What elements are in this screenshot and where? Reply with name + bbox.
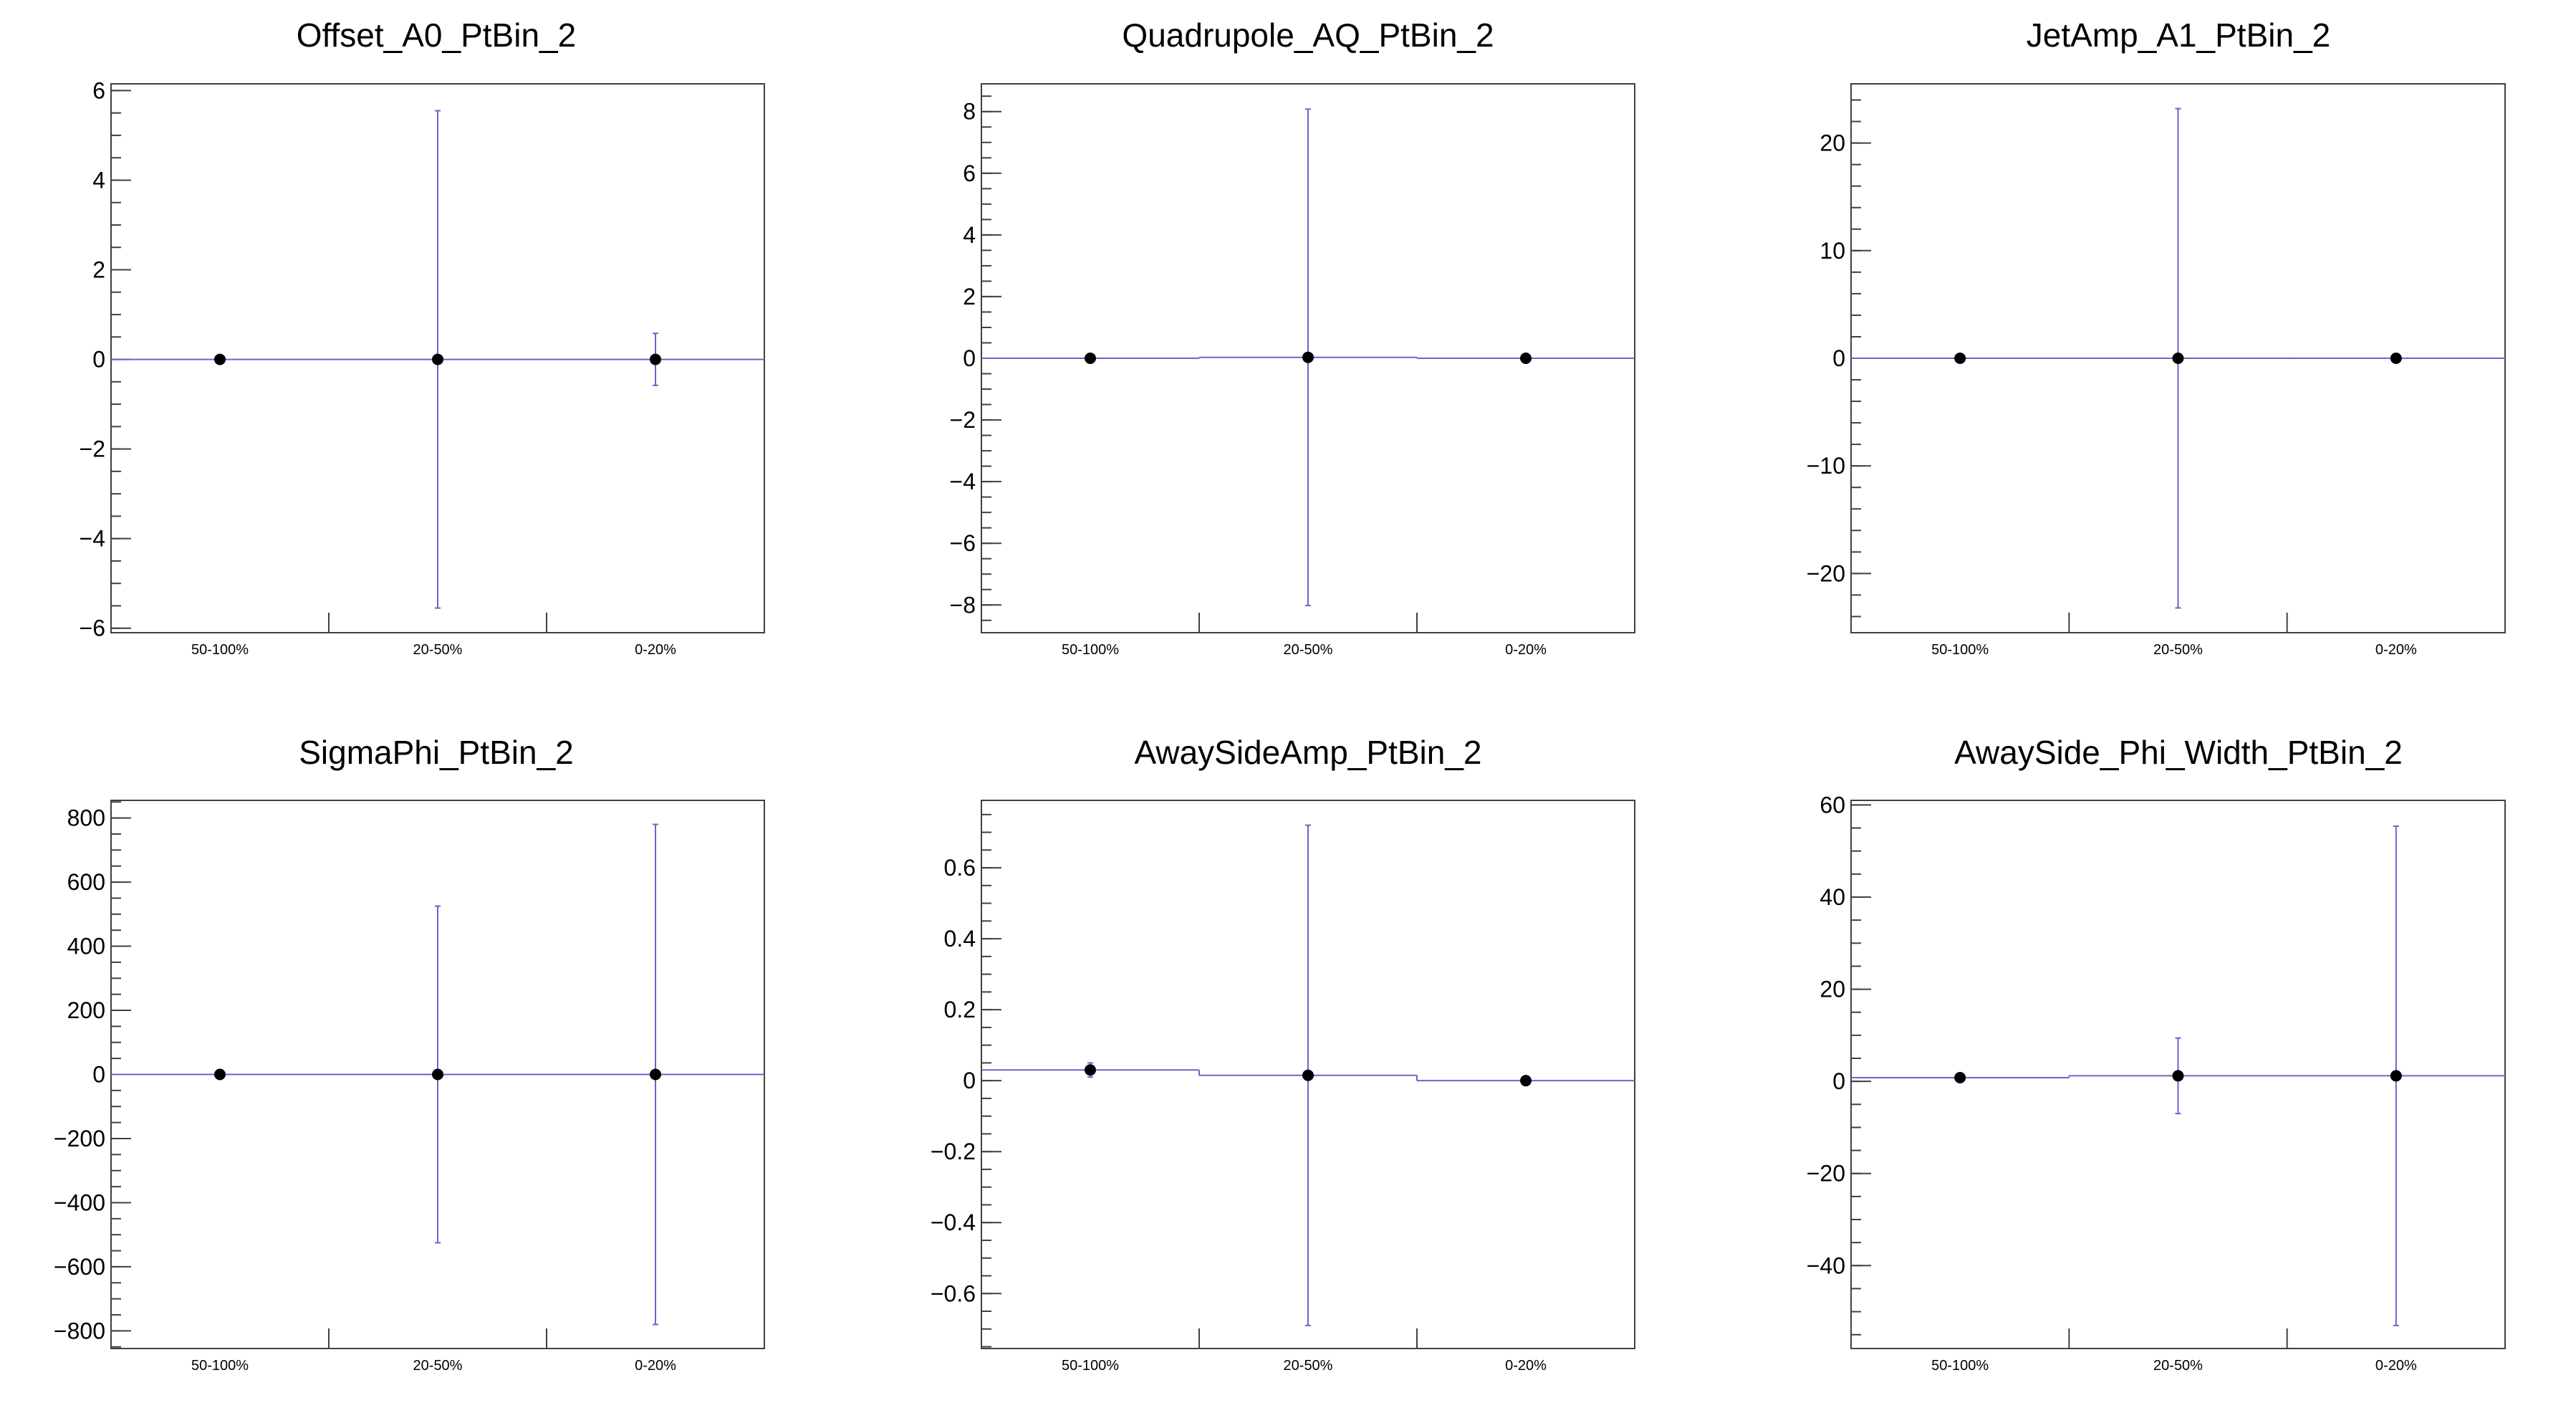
y-tick-label: 4: [92, 167, 105, 193]
y-tick-label: 0.6: [944, 855, 976, 881]
plot-frame: [110, 83, 765, 633]
y-tick-label: 20: [1820, 977, 1845, 1002]
y-tick-label: −6: [80, 616, 105, 641]
chart-panel-3: JetAmp_A1_PtBin_2 −20 −10 0 10 20 50-100% 20-50…: [1807, 16, 2506, 658]
data-point: [1954, 353, 1966, 364]
chart-title: Offset_A0_PtBin_2: [297, 16, 576, 54]
data-point: [432, 1068, 443, 1081]
data-point: [1302, 1069, 1314, 1081]
data-point: [214, 1068, 226, 1081]
x-category-label: 20-50%: [1284, 642, 1333, 658]
y-tick-label: 0: [92, 347, 105, 373]
y-tick-label: 800: [67, 805, 105, 831]
y-tick-label: −600: [54, 1254, 105, 1280]
x-category-label: 50-100%: [1931, 642, 1989, 658]
y-tick-label: −800: [54, 1318, 105, 1343]
x-category-label: 20-50%: [413, 642, 463, 658]
y-tick-label: −20: [1807, 1161, 1845, 1187]
data-point: [650, 1068, 661, 1081]
y-tick-label: −2: [950, 407, 976, 433]
x-category-label: 20-50%: [2153, 1358, 2203, 1374]
y-tick-label: 200: [67, 997, 105, 1023]
data-point: [214, 353, 226, 365]
data-point: [1520, 353, 1532, 364]
y-tick-label: 600: [67, 869, 105, 895]
y-tick-label: 60: [1820, 792, 1845, 818]
y-tick-label: 20: [1820, 130, 1845, 156]
y-tick-label: −8: [950, 592, 976, 618]
x-category-label: 50-100%: [1931, 1358, 1989, 1374]
y-tick-label: 4: [963, 222, 976, 248]
y-tick-label: −2: [80, 436, 105, 462]
y-tick-label: −4: [950, 469, 976, 494]
x-category-label: 50-100%: [191, 1358, 249, 1374]
data-point: [1085, 1064, 1096, 1076]
y-tick-label: −400: [54, 1189, 105, 1215]
x-category-label: 0-20%: [2375, 1358, 2417, 1374]
x-category-label: 20-50%: [413, 1358, 463, 1374]
y-tick-label: 40: [1820, 884, 1845, 910]
chart-title: SigmaPhi_PtBin_2: [299, 734, 574, 771]
x-category-label: 20-50%: [2153, 642, 2203, 658]
data-point: [2172, 353, 2184, 364]
y-tick-label: −4: [80, 526, 105, 552]
data-point: [1954, 1072, 1966, 1083]
y-tick-label: 0.2: [944, 997, 976, 1022]
y-tick-label: −10: [1807, 453, 1845, 479]
y-tick-label: 2: [963, 284, 976, 310]
y-tick-label: −0.6: [931, 1280, 976, 1306]
y-tick-label: −0.4: [931, 1210, 976, 1235]
plot-frame: [1850, 800, 2506, 1349]
data-point: [432, 353, 443, 365]
x-category-label: 0-20%: [635, 1358, 676, 1374]
x-category-label: 0-20%: [635, 642, 676, 658]
chart-panel-6: AwaySide_Phi_Width_PtBin_2 −40 −20 0 20 40 60 5…: [1807, 734, 2506, 1374]
data-point: [1085, 353, 1096, 364]
y-tick-label: 2: [92, 257, 105, 283]
y-tick-label: 400: [67, 934, 105, 959]
chart-title: AwaySideAmp_PtBin_2: [1135, 734, 1482, 771]
y-tick-label: 6: [963, 161, 976, 186]
data-point: [2390, 353, 2402, 364]
chart-title: AwaySide_Phi_Width_PtBin_2: [1954, 734, 2403, 771]
data-point: [2172, 1070, 2184, 1082]
x-category-label: 50-100%: [191, 642, 249, 658]
y-tick-label: 0: [963, 345, 976, 371]
chart-title: JetAmp_A1_PtBin_2: [2027, 16, 2331, 54]
chart-title: Quadrupole_AQ_PtBin_2: [1122, 16, 1494, 54]
y-tick-label: −20: [1807, 560, 1845, 586]
plot-frame: [981, 800, 1635, 1349]
y-tick-label: −40: [1807, 1252, 1845, 1278]
chart-panel-5: AwaySideAmp_PtBin_2 −0.6 −0.4 −0.2 0 0.2 0.4 0.…: [931, 734, 1635, 1374]
x-category-label: 0-20%: [2375, 642, 2417, 658]
chart-panel-2: Quadrupole_AQ_PtBin_2 −8 −6 −4 −2 0 2 4 6 8 50-100…: [950, 16, 1635, 658]
x-category-label: 20-50%: [1284, 1358, 1333, 1374]
x-category-label: 50-100%: [1062, 1358, 1119, 1374]
y-tick-label: 0: [92, 1062, 105, 1088]
x-category-label: 0-20%: [1505, 642, 1547, 658]
y-tick-label: 0: [1832, 345, 1845, 371]
data-point: [650, 353, 661, 365]
y-tick-label: −200: [54, 1126, 105, 1151]
chart-panel-1: Offset_A0_PtBin_2 −6 −4 −2 0 2 4 6 50-100% 20-50%…: [80, 16, 765, 658]
chart-panel-4: SigmaPhi_PtBin_2 −800 −600 −400 −200 0 200 400 6…: [54, 734, 765, 1374]
y-tick-label: −0.2: [931, 1139, 976, 1164]
y-tick-label: 0: [1832, 1068, 1845, 1094]
y-tick-label: 0.4: [944, 926, 976, 952]
x-category-label: 0-20%: [1505, 1358, 1547, 1374]
data-point: [1520, 1075, 1532, 1087]
y-tick-label: −6: [950, 530, 976, 556]
data-point: [1302, 351, 1314, 363]
y-tick-label: 8: [963, 99, 976, 125]
y-tick-label: 10: [1820, 238, 1845, 264]
y-tick-label: 6: [92, 77, 105, 103]
y-tick-label: 0: [963, 1068, 976, 1093]
data-point: [2390, 1070, 2402, 1082]
x-category-label: 50-100%: [1062, 642, 1119, 658]
